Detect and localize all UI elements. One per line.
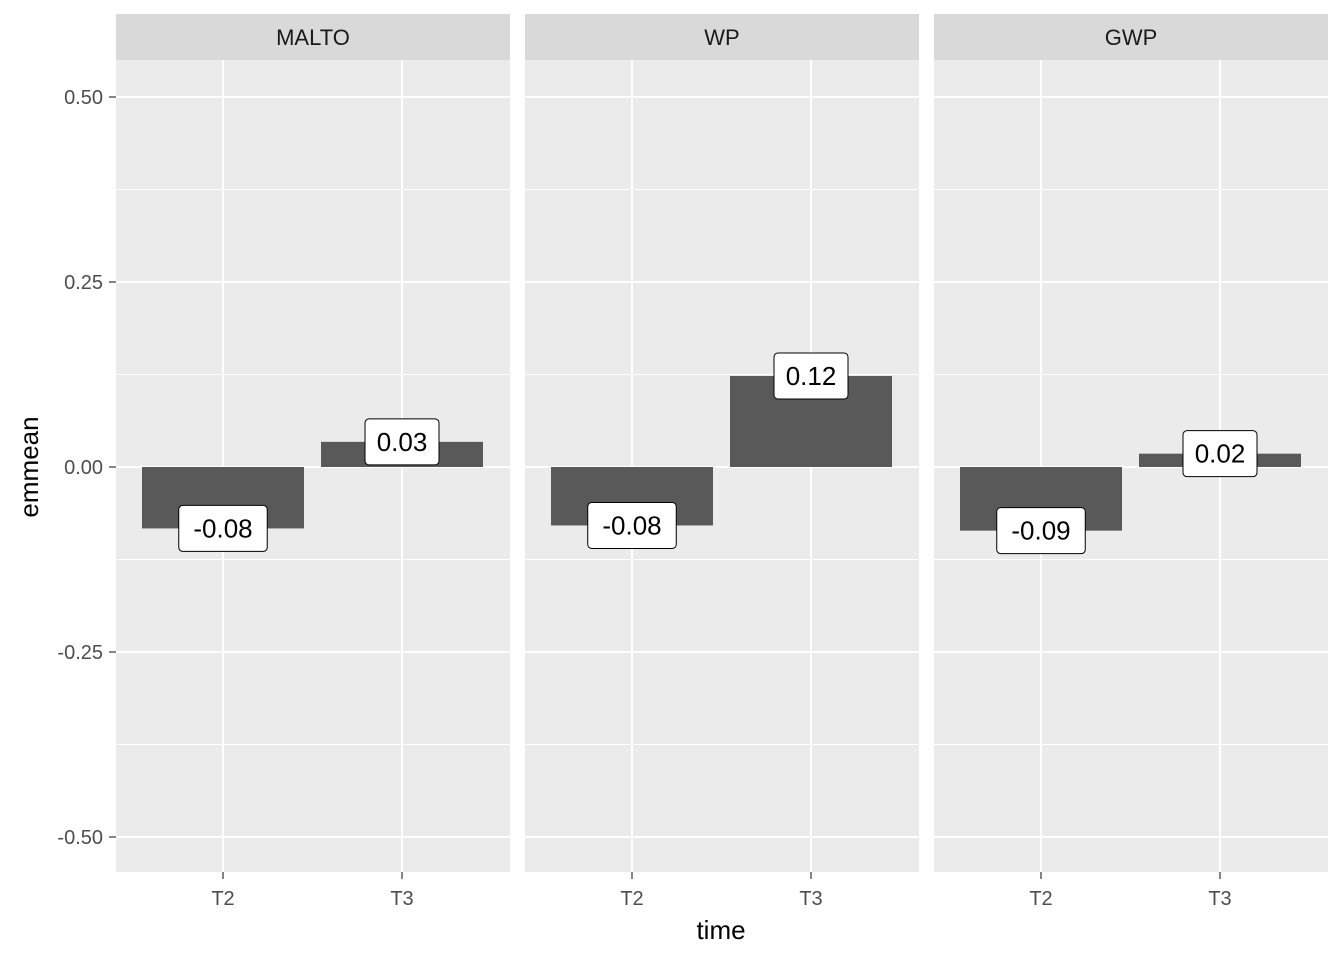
facet-strip [934, 14, 1328, 60]
y-tick-label: 0.00 [64, 457, 103, 479]
value-label-box [996, 507, 1086, 555]
facet-panels: MALTO -0.08 0.03 T2 T3 WP -0.08 0.12 T2 T3 GWP -0.0… [116, 14, 1328, 910]
value-label-text: 0.03 [377, 427, 428, 457]
value-label: -0.08 [178, 504, 268, 552]
value-label: -0.09 [996, 507, 1086, 555]
value-label-box [773, 352, 849, 400]
x-tick-label: T3 [1208, 888, 1231, 910]
facet-strip-label: GWP [1105, 25, 1158, 50]
y-tick-label: -0.25 [57, 642, 103, 664]
x-tick-label: T2 [1029, 888, 1052, 910]
x-tick-label: T3 [799, 888, 822, 910]
facet-strip [525, 14, 919, 60]
facet-strip-label: WP [704, 25, 739, 50]
value-label-box [1182, 430, 1258, 478]
facet-panel-malto: MALTO -0.08 0.03 T2 T3 [116, 14, 510, 910]
facet-panel-gwp: GWP -0.09 0.02 T2 T3 [934, 14, 1328, 910]
value-label: 0.12 [773, 352, 849, 400]
x-axis-title: time [696, 915, 745, 945]
value-label-text: -0.08 [602, 510, 661, 540]
value-label-box [587, 501, 677, 549]
x-tick-label: T2 [211, 888, 234, 910]
x-tick-label: T3 [390, 888, 413, 910]
facet-strip-label: MALTO [276, 25, 350, 50]
value-label-box [364, 418, 440, 466]
x-tick-label: T2 [620, 888, 643, 910]
y-axis-title: emmean [14, 416, 44, 517]
value-label: 0.03 [364, 418, 440, 466]
value-label-text: -0.09 [1011, 516, 1070, 546]
y-tick-label: 0.25 [64, 272, 103, 294]
value-label: 0.02 [1182, 430, 1258, 478]
facet-panel-wp: WP -0.08 0.12 T2 T3 [525, 14, 919, 910]
value-label-box [178, 504, 268, 552]
value-label: -0.08 [587, 501, 677, 549]
y-axis: 0.50 0.25 0.00 -0.25 -0.50 [57, 87, 116, 849]
y-tick-label: 0.50 [64, 87, 103, 109]
value-label-text: -0.08 [193, 513, 252, 543]
y-tick-label: -0.50 [57, 827, 103, 849]
value-label-text: 0.02 [1195, 439, 1246, 469]
facet-strip [116, 14, 510, 60]
value-label-text: 0.12 [786, 361, 837, 391]
